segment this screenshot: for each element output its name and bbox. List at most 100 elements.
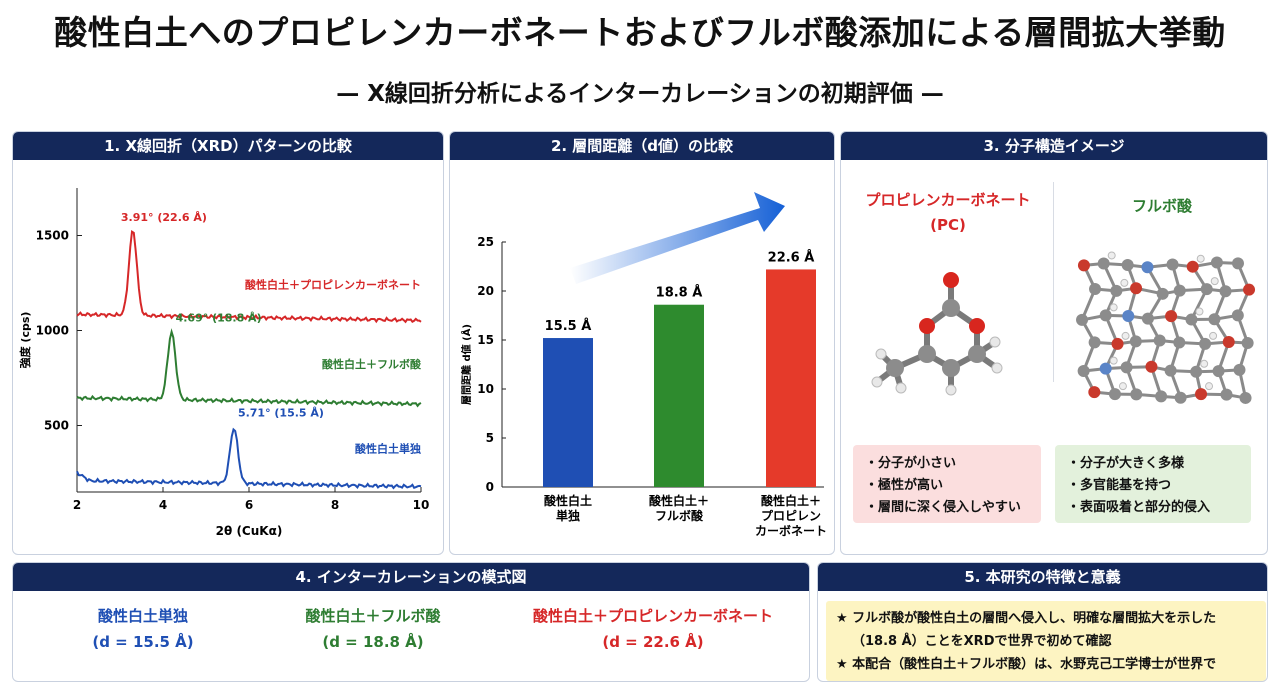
fulvic-feature-list: ・分子が大きく多様 ・多官能基を持つ ・表面吸着と部分的侵入 — [1055, 445, 1251, 523]
fulvic-h-atom — [1206, 383, 1213, 390]
bar-category-label: 酸性白土＋ — [761, 493, 821, 508]
significance-item: ★ 本配合（酸性白土＋フルボ酸）は、水野克己工学博士が世界で — [836, 653, 1256, 676]
page-subtitle: — X線回折分析によるインターカレーションの初期評価 — — [0, 74, 1280, 108]
fulvic-atom — [1174, 285, 1186, 297]
fulvic-atom — [1088, 386, 1100, 398]
bar-y-tick-label: 15 — [477, 333, 494, 347]
schematic-col-title: 酸性白土単独 — [53, 603, 233, 629]
bar-category-label: フルボ酸 — [655, 508, 704, 523]
bar — [543, 338, 593, 487]
fulvic-atom — [1208, 313, 1220, 325]
schematic-col-title: 酸性白土＋フルボ酸 — [273, 603, 473, 629]
xrd-peak-label: 5.71° (15.5 Å) — [238, 407, 324, 420]
xrd-x-tick-label: 8 — [331, 498, 339, 512]
fulvic-title: フルボ酸 — [1055, 195, 1268, 216]
fulvic-h-atom — [1119, 383, 1126, 390]
fulvic-atom — [1078, 259, 1090, 271]
pc-feature-item: ・極性が高い — [865, 475, 1031, 497]
xrd-legend-label: 酸性白土＋フルボ酸 — [322, 357, 422, 371]
page-title: 酸性白土へのプロピレンカーボネートおよびフルボ酸添加による層間拡大挙動 — [0, 6, 1280, 54]
schematic-col-title-b: ＋プロピレンカーボネート — [593, 607, 773, 625]
pc-title: プロピレンカーボネート — [841, 189, 1055, 210]
bar-category-label: プロピレン — [761, 508, 821, 523]
fulvic-atom — [1110, 285, 1122, 297]
fulvic-atom — [1233, 364, 1245, 376]
fulvic-atom — [1175, 392, 1187, 404]
fulvic-atom — [1109, 388, 1121, 400]
xrd-legend-label: 酸性白土単独 — [355, 442, 421, 456]
fulvic-atom — [1221, 389, 1233, 401]
xrd-series-line — [77, 232, 421, 322]
xrd-x-tick-label: 10 — [413, 498, 430, 512]
fulvic-atom — [1223, 336, 1235, 348]
fulvic-h-atom — [1110, 304, 1117, 311]
fulvic-atom — [1089, 336, 1101, 348]
schematic-col-fulvic: 酸性白土＋フルボ酸 (d = 18.8 Å) — [273, 603, 473, 655]
fulvic-atom — [1240, 392, 1252, 404]
xrd-y-axis-label: 強度 (cps) — [18, 312, 32, 369]
fulvic-atom — [1199, 338, 1211, 350]
bar-category-label: 酸性白土＋ — [649, 493, 709, 508]
fulvic-atom — [1130, 388, 1142, 400]
pc-abbrev: (PC) — [841, 216, 1055, 234]
fulvic-atom — [1155, 390, 1167, 402]
fulvic-h-atom — [1196, 308, 1203, 315]
fulvic-atom — [1232, 309, 1244, 321]
fulvic-atom — [1121, 361, 1133, 373]
fulvic-atom — [1187, 261, 1199, 273]
molecule-panel-header: 3. 分子構造イメージ — [841, 132, 1267, 160]
bar-y-tick-label: 20 — [477, 284, 494, 298]
fulvic-atom — [1098, 257, 1110, 269]
molecule-panel: 3. 分子構造イメージ プロピレンカーボネート (PC) フルボ酸 — [840, 131, 1268, 555]
xrd-x-tick-label: 4 — [159, 498, 167, 512]
schematic-panel-header: 4. インターカレーションの模式図 — [13, 563, 809, 591]
fulvic-atom — [1157, 288, 1169, 300]
schematic-col-dvalue: (d = 15.5 Å) — [53, 629, 233, 655]
fulvic-atom — [1089, 283, 1101, 295]
fulvic-atom — [1165, 310, 1177, 322]
significance-item: ★ フルボ酸が酸性白土の層間へ侵入し、明確な層間拡大を示した — [836, 607, 1256, 630]
fulvic-atom — [1100, 363, 1112, 375]
xrd-panel-header: 1. X線回折（XRD）パターンの比較 — [13, 132, 443, 160]
fulvic-atom — [1078, 365, 1090, 377]
bar-category-label: カーボネート — [755, 523, 827, 538]
fulvic-atom — [1195, 388, 1207, 400]
significance-panel-header: 5. 本研究の特徴と意義 — [818, 563, 1267, 591]
fulvic-atom — [1122, 259, 1134, 271]
fulvic-feature-item: ・分子が大きく多様 — [1067, 453, 1241, 475]
bar-value-label: 18.8 Å — [656, 285, 703, 301]
schematic-col-dvalue: (d = 22.6 Å) — [513, 629, 793, 655]
xrd-x-tick-label: 6 — [245, 498, 253, 512]
fulvic-atom — [1185, 314, 1197, 326]
xrd-y-tick-label: 1500 — [36, 229, 69, 243]
bar-y-axis-label: 層間距離 d値 (Å) — [460, 324, 473, 405]
bar-value-label: 15.5 Å — [545, 318, 592, 334]
xrd-x-tick-label: 2 — [73, 498, 81, 512]
pc-feature-item: ・層間に深く侵入しやすい — [865, 497, 1031, 519]
fulvic-atom — [1142, 313, 1154, 325]
fulvic-atom — [1141, 261, 1153, 273]
fulvic-atom — [1154, 335, 1166, 347]
xrd-peak-label: 3.91° (22.6 Å) — [121, 211, 207, 224]
fulvic-feature-item: ・多官能基を持つ — [1067, 475, 1241, 497]
fulvic-atom — [1130, 335, 1142, 347]
schematic-col-clay: 酸性白土単独 (d = 15.5 Å) — [53, 603, 233, 655]
xrd-x-axis-label: 2θ (CuKα) — [216, 524, 283, 538]
fulvic-h-atom — [1108, 252, 1115, 259]
xrd-series-line — [77, 430, 421, 488]
schematic-col-dvalue: (d = 18.8 Å) — [273, 629, 473, 655]
fulvic-atom — [1112, 338, 1124, 350]
fulvic-atom — [1232, 257, 1244, 269]
bar-y-tick-label: 5 — [486, 431, 494, 445]
fulvic-h-atom — [1201, 360, 1208, 367]
fulvic-atom — [1100, 309, 1112, 321]
schematic-col-title: 酸性白土＋プロピレンカーボネート — [513, 603, 793, 629]
schematic-col-pc: 酸性白土＋プロピレンカーボネート (d = 22.6 Å) — [513, 603, 793, 655]
pc-molecule-image — [855, 250, 1055, 410]
fulvic-h-atom — [1197, 255, 1204, 262]
fulvic-h-atom — [1110, 357, 1117, 364]
fulvic-h-atom — [1211, 278, 1218, 285]
